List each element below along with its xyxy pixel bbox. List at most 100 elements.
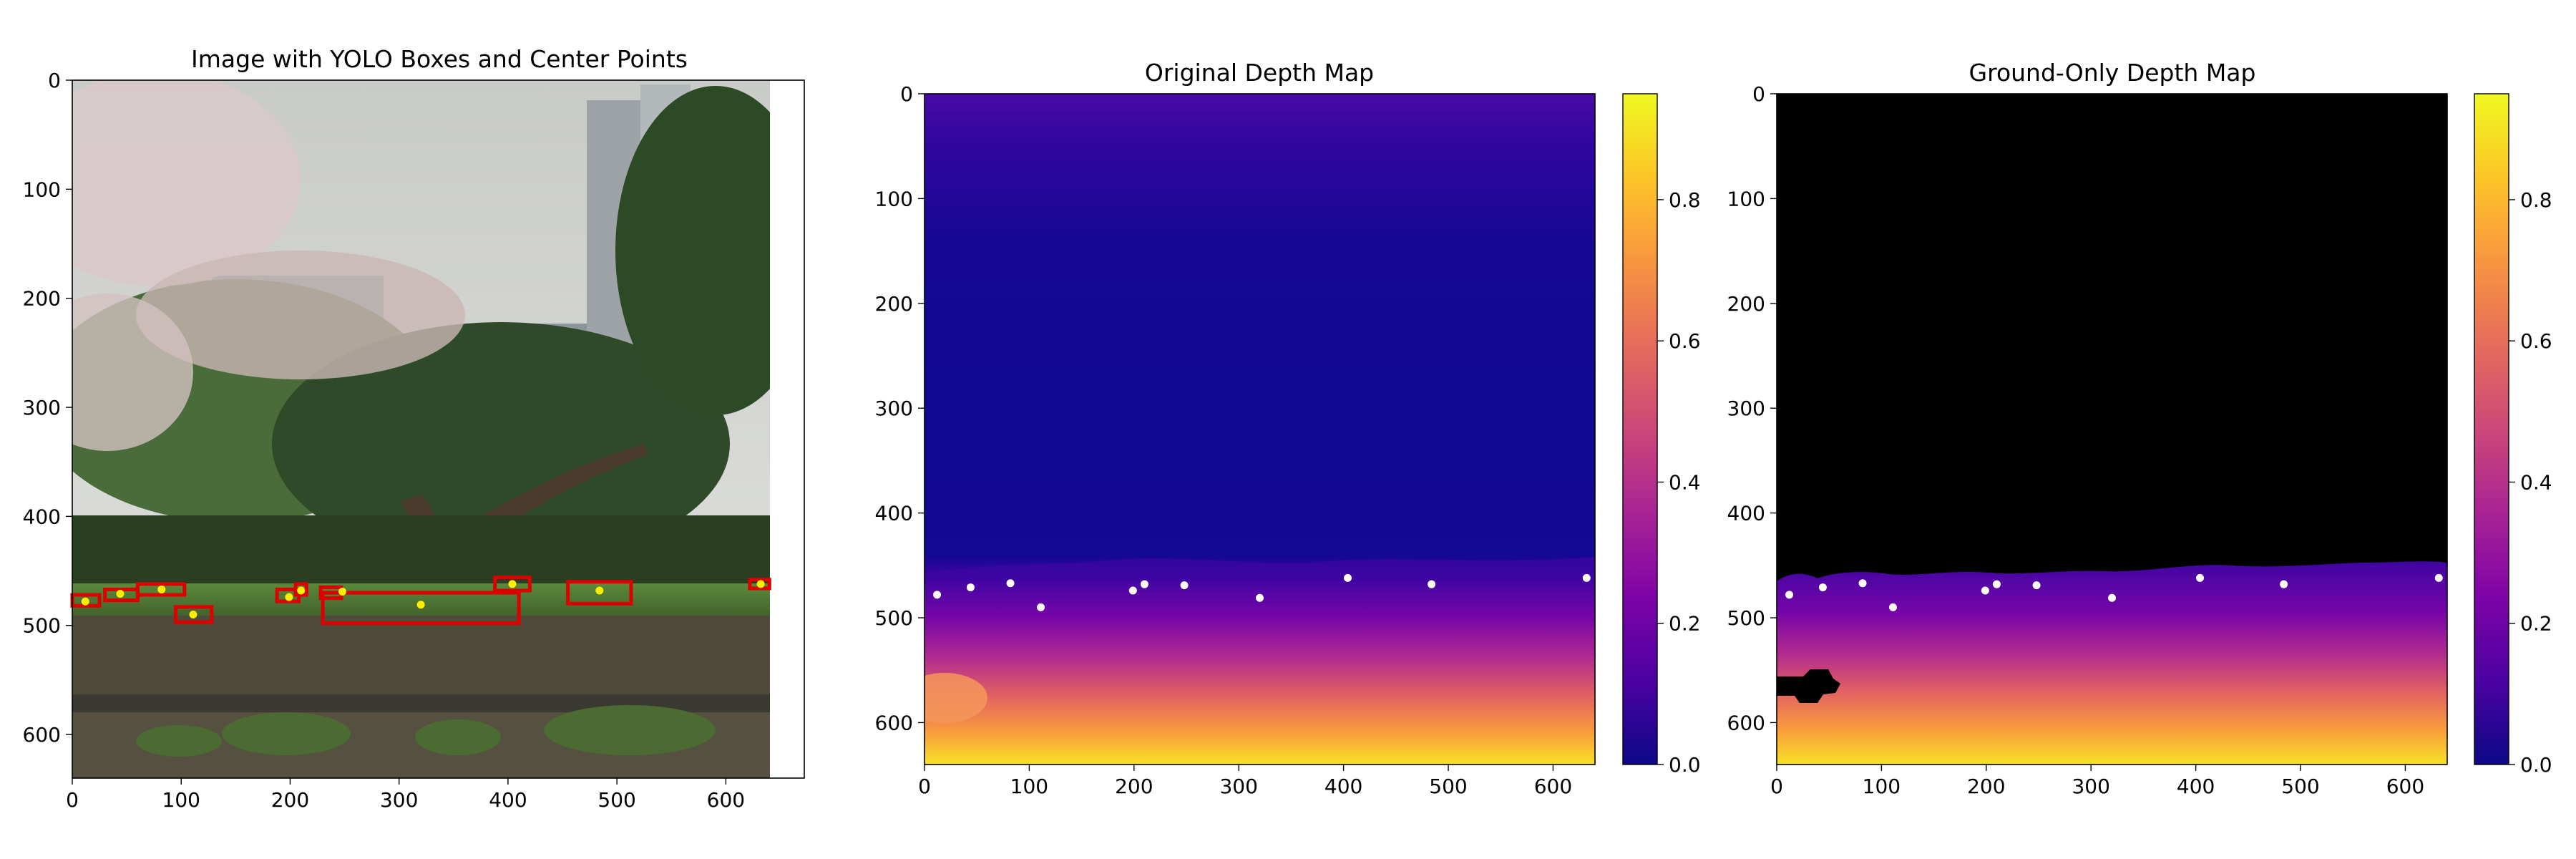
- y-tick-label: 600: [1727, 711, 1765, 734]
- ground-points: [1785, 573, 2443, 611]
- panel-1-frame: [72, 79, 805, 779]
- center-point: [756, 580, 765, 588]
- x-tick-label: 0: [1770, 775, 1783, 798]
- panel-2-title: Original Depth Map: [1145, 59, 1374, 87]
- center-point: [1428, 580, 1436, 588]
- y-tick-label: 500: [23, 614, 61, 638]
- image-padding: [770, 80, 804, 778]
- colorbar-tick-label: 0.2: [2520, 612, 2552, 636]
- x-tick-label: 600: [1534, 775, 1572, 798]
- center-point: [1180, 581, 1189, 590]
- panel-yolo-image: Image with YOLO Boxes and Center Points: [23, 45, 805, 812]
- y-tick-label: 400: [23, 505, 61, 528]
- y-tick-label: 500: [1727, 606, 1765, 630]
- x-axis-ticks: 0 100 200 300 400 500 600: [1770, 765, 2424, 798]
- y-tick-label: 400: [875, 502, 913, 525]
- yolo-box: [135, 582, 187, 597]
- center-point: [1981, 586, 1989, 595]
- y-tick-label: 600: [875, 711, 913, 734]
- y-tick-label: 200: [1727, 292, 1765, 316]
- y-tick-label: 200: [875, 292, 913, 316]
- colorbar-tick-label: 0.8: [1669, 188, 1701, 212]
- center-point: [157, 585, 166, 593]
- center-point: [1858, 579, 1867, 588]
- yolo-box: [493, 576, 532, 593]
- center-point: [1818, 583, 1827, 592]
- y-tick-label: 400: [1727, 502, 1765, 525]
- x-tick-label: 200: [1115, 775, 1153, 798]
- colorbar-1: [1622, 93, 1658, 765]
- x-tick-label: 100: [162, 788, 200, 812]
- x-tick-label: 600: [2386, 775, 2424, 798]
- center-point: [2434, 573, 2443, 582]
- center-point: [2280, 580, 2288, 588]
- center-point: [189, 610, 197, 618]
- yolo-box: [293, 582, 308, 597]
- colorbar-tick-label: 0.6: [2520, 329, 2552, 353]
- y-tick-label: 100: [23, 178, 61, 201]
- x-tick-label: 400: [2177, 775, 2215, 798]
- center-point: [933, 591, 942, 599]
- x-tick-label: 100: [1863, 775, 1901, 798]
- y-tick-label: 300: [1727, 397, 1765, 420]
- center-point: [116, 590, 125, 598]
- center-point: [285, 593, 293, 601]
- center-point: [416, 601, 425, 609]
- x-axis-ticks: 0 100 200 300 400 500 600: [918, 765, 1572, 798]
- x-axis-ticks: 0 100 200 300 400 500 600: [66, 778, 745, 812]
- colorbar-ticks: 0.0 0.2 0.4 0.6 0.8: [2509, 188, 2552, 777]
- yolo-box: [566, 580, 633, 606]
- x-tick-label: 200: [271, 788, 309, 812]
- y-tick-label: 300: [875, 397, 913, 420]
- center-point: [595, 586, 604, 595]
- y-axis-ticks: 0 100 200 300 400 500 600: [23, 69, 72, 747]
- x-tick-label: 400: [489, 788, 527, 812]
- x-tick-label: 500: [1429, 775, 1467, 798]
- center-point: [1582, 573, 1591, 582]
- colorbar-tick-label: 0.0: [1669, 753, 1701, 777]
- yolo-box: [321, 591, 521, 626]
- center-point: [1128, 586, 1137, 595]
- x-tick-label: 500: [2281, 775, 2319, 798]
- center-point: [2032, 581, 2041, 590]
- x-tick-label: 100: [1010, 775, 1048, 798]
- x-tick-label: 200: [1967, 775, 2005, 798]
- panel-3-title: Ground-Only Depth Map: [1969, 59, 2256, 87]
- center-point: [1785, 591, 1794, 599]
- center-point: [2108, 593, 2116, 602]
- y-tick-label: 0: [900, 82, 913, 106]
- center-point: [1992, 580, 2001, 588]
- x-tick-label: 300: [2072, 775, 2109, 798]
- center-point: [1343, 573, 1352, 582]
- center-point: [1256, 593, 1264, 602]
- center-point: [1889, 603, 1898, 611]
- panel-original-depth: Original Depth Map 0 100 200 300 400 500 600 0…: [875, 59, 1701, 798]
- ground-heatmap: [1777, 94, 2447, 765]
- panel-ground-depth: Ground-Only Depth Map 0 100 200 300 400 500 60…: [1727, 59, 2552, 798]
- photo-scene: [72, 80, 770, 778]
- colorbar-tick-label: 0.4: [1669, 470, 1701, 494]
- center-point: [1037, 603, 1045, 611]
- y-tick-label: 600: [23, 723, 61, 747]
- x-tick-label: 300: [380, 788, 418, 812]
- x-tick-label: 600: [707, 788, 745, 812]
- x-tick-label: 300: [1219, 775, 1257, 798]
- y-tick-label: 0: [1752, 82, 1765, 106]
- center-point: [338, 587, 347, 596]
- y-tick-label: 200: [23, 287, 61, 311]
- x-tick-label: 500: [597, 788, 635, 812]
- colorbar-tick-label: 0.8: [2520, 188, 2552, 212]
- panel-2-frame: [924, 93, 1596, 765]
- center-point: [1140, 580, 1148, 588]
- y-axis-ticks: 0 100 200 300 400 500 600: [1727, 82, 1777, 734]
- yolo-box: [174, 605, 214, 624]
- panel-3-frame: [1776, 93, 2448, 765]
- depth-heatmap: [924, 94, 1595, 765]
- yolo-box: [748, 578, 771, 591]
- center-point: [1006, 579, 1015, 588]
- x-tick-label: 400: [1324, 775, 1362, 798]
- y-tick-label: 100: [1727, 187, 1765, 210]
- x-tick-label: 0: [66, 788, 79, 812]
- colorbar-2: [2474, 93, 2509, 765]
